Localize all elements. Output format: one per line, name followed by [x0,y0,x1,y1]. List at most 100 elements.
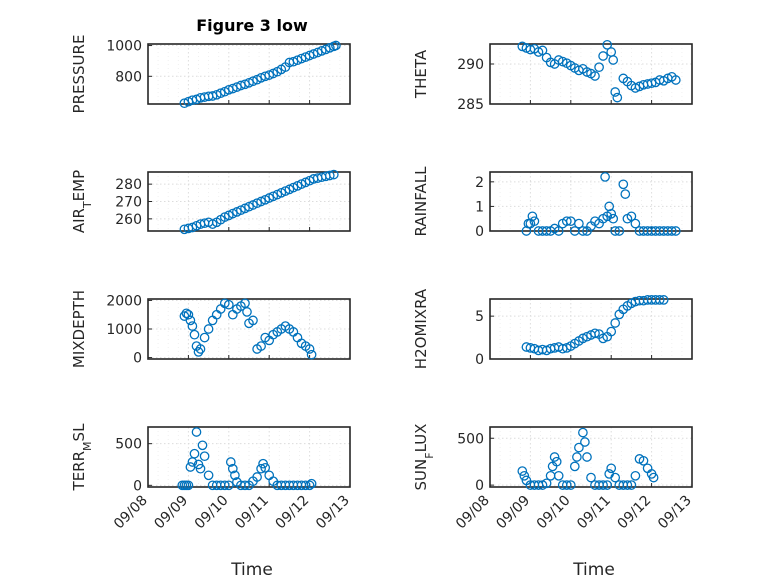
data-point [586,472,596,483]
data-point [181,308,192,319]
data-point [670,226,681,236]
data-point [582,452,592,462]
data-point [248,315,258,326]
data-point [185,462,196,472]
data-point [300,480,311,491]
data-point [260,462,271,473]
panel-mixdepth: 0 1000 2000 MIXDEPTH [70,290,351,368]
data-point [606,208,617,219]
data-point [227,83,238,94]
data-point [227,309,238,320]
y-axis-label: THETA [412,49,430,99]
data-point [195,344,206,354]
data-point [219,298,230,309]
data-point [304,344,315,354]
axes-frame [147,43,351,105]
y-tick-label: 0 [475,224,484,240]
data-point [578,226,588,236]
data-point [193,347,204,357]
data-point [306,478,317,489]
data-point [610,472,621,483]
y-axis-label: PRESSURE [70,35,88,114]
panel-rainfall: 0 1 2 RAINFALL [412,166,693,240]
y-tick-label: 500 [457,431,484,447]
y-tick-label: 290 [457,57,484,73]
panel-h2omixra: 0 5 H2OMIXRA [412,288,693,369]
data-point [598,480,608,490]
data-point [626,480,637,490]
data-point [308,49,319,59]
y-tick-label: 1 [475,199,484,215]
data-point [541,478,552,489]
x-axis-label-left: Time [230,560,273,580]
y-axis-label: RAINFALL [412,166,430,237]
data-point [242,307,252,317]
data-point [517,466,528,476]
data-point [316,46,327,56]
axes-frame [147,171,351,232]
data-point [223,299,234,310]
data-point [553,470,564,481]
data-point [606,463,617,474]
data-point [654,295,665,305]
x-tick-label: 09/10 [534,493,574,533]
data-point [572,452,582,462]
data-point [219,480,230,491]
x-tick-label: 09/11 [574,493,614,533]
data-point [630,470,641,481]
data-point [622,480,633,490]
data-point [215,304,226,314]
x-tick-label: 09/11 [232,493,272,533]
data-point [602,480,613,490]
y-axis-label: H2OMIXRA [412,288,430,369]
data-point [185,315,196,326]
data-point [590,71,600,81]
y-tick-label: 0 [133,478,142,494]
panel-pressure: 800 1000 PRESSURE [70,35,351,114]
data-point [230,470,240,481]
data-point [227,463,238,474]
data-point [569,461,580,472]
x-tick-label: 09/12 [615,493,655,533]
y-tick-label: 285 [457,97,484,113]
y-tick-label: 260 [115,212,142,228]
x-tick-label: 09/12 [273,493,313,533]
data-point [578,427,588,438]
data-point [225,457,236,467]
data-point [574,442,584,453]
x-axis-label-right: Time [572,560,615,580]
data-point [240,480,250,491]
data-point [561,216,572,227]
data-point [296,53,307,64]
data-point [203,324,214,334]
data-point [638,455,649,466]
y-axis-label: TERRMSL [70,423,94,492]
data-point [189,329,200,340]
data-point [517,41,528,52]
y-tick-label: 800 [115,69,142,85]
data-point [183,309,194,320]
data-point [324,170,335,181]
data-point [630,83,641,93]
data-point [191,427,202,437]
y-tick-label: 5 [475,309,484,325]
data-point [646,78,657,89]
y-tick-label: 270 [115,195,142,211]
data-point [610,226,621,236]
data-point [551,456,562,467]
x-tick-label: 09/08 [453,493,493,533]
data-point [666,226,677,236]
data-point [606,326,617,337]
axes-frame [489,298,693,360]
data-point [590,328,600,339]
y-tick-label: 1000 [106,322,142,338]
x-tick-label: 09/08 [111,493,151,533]
data-point [608,213,619,224]
data-point [610,87,621,97]
y-tick-label: 500 [115,437,142,453]
data-point [256,341,266,351]
panel-terr_msl: 0 500 TERRMSL 09/08 09/09 09/10 09/11 09/12 09/1… [70,423,353,532]
